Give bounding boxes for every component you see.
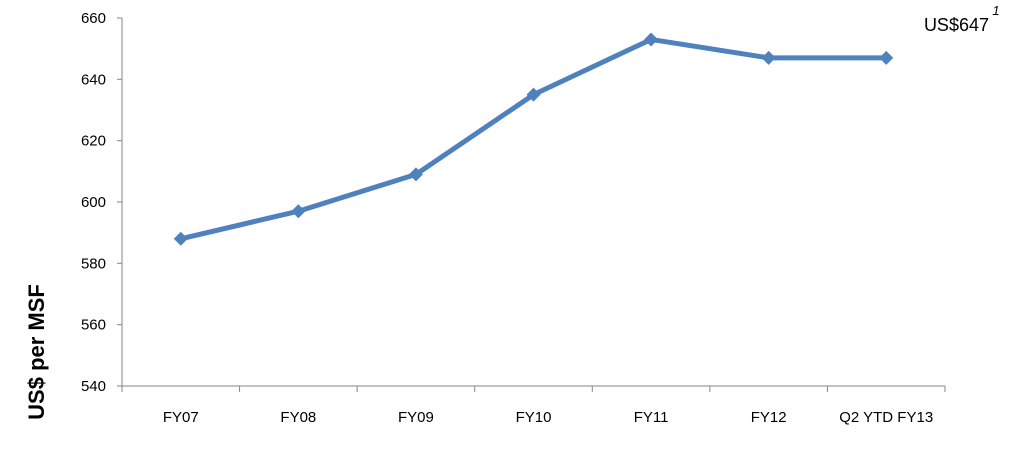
y-tick-label: 560 [81,317,106,334]
annotation-layer: US$647 1 [924,3,1000,35]
annotation-label: US$647 [924,15,989,35]
y-ticks: 540 560 580 600 620 640 660 [81,10,122,395]
data-point-marker [173,231,188,246]
data-point-marker [879,50,894,65]
y-axis-title: US$ per MSF [24,284,49,420]
x-tick-label: FY11 [634,409,669,426]
x-tick-label: FY07 [163,409,199,426]
x-ticks: FY07 FY08 FY09 FY10 FY11 FY12 Q2 YTD FY13 [121,386,946,426]
data-point-marker [291,204,306,219]
y-tick-label: 640 [81,71,106,88]
x-tick-label: Q2 YTD FY13 [839,409,933,426]
series-layer [173,32,894,246]
data-point-marker [526,87,541,102]
data-point-marker [644,32,659,47]
x-tick-label: FY10 [516,409,552,426]
y-tick-label: 660 [81,10,106,27]
y-tick-label: 580 [81,255,106,272]
y-tick-label: 620 [81,133,106,150]
data-point-marker [761,50,776,65]
series-line [178,36,889,242]
x-tick-label: FY09 [398,409,434,426]
y-tick-label: 600 [81,194,106,211]
x-tick-label: FY12 [751,409,787,426]
data-point-marker [408,167,423,182]
x-tick-label: FY08 [280,409,316,426]
y-tick-label: 540 [81,378,106,395]
annotation-superscript: 1 [992,3,999,18]
